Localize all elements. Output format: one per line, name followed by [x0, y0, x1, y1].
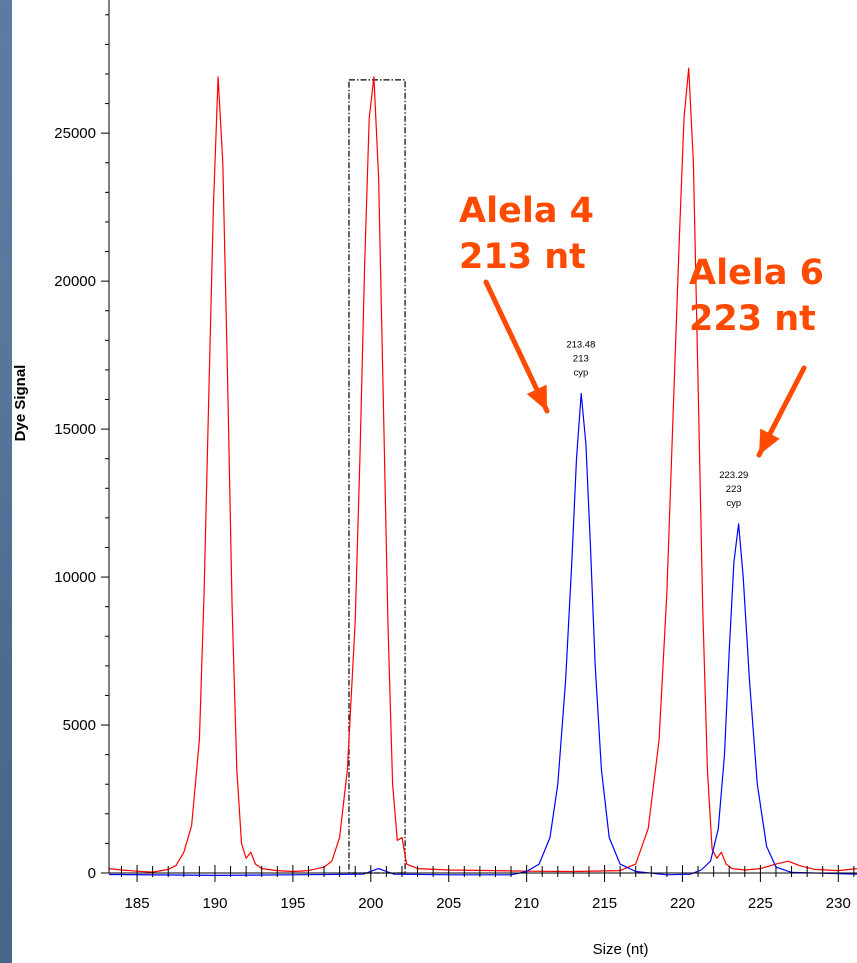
x-tick-label-195: 195 [280, 895, 305, 912]
chart-canvas: 0 5000 10000 15000 20000 25000 185 190 195 200 205… [12, 0, 857, 958]
x-tick-label-205: 205 [436, 895, 461, 912]
peak-label-2-line-1: 223.29 [719, 470, 748, 481]
x-tick-label-230: 230 [826, 895, 851, 912]
peak-label-1-line-2: 213 [573, 354, 589, 365]
y-tick-label-0: 0 [88, 865, 96, 882]
peak-label-2-line-3: cyp [726, 498, 741, 509]
x-axis-title: Size (nt) [593, 941, 649, 958]
y-tick-label-25000: 25000 [54, 125, 96, 142]
x-tick-label-215: 215 [592, 895, 617, 912]
x-tick-label-200: 200 [358, 895, 383, 912]
peak-label-2-line-2: 223 [726, 484, 742, 495]
y-axis-title: Dye Signal [12, 365, 29, 442]
annotation-allele-6-line-1: Alela 6 [689, 253, 824, 293]
series-layer [108, 67, 857, 877]
peak-label-1-line-1: 213.48 [566, 340, 595, 351]
y-tick-label-10000: 10000 [54, 569, 96, 586]
annotation-allele-4-line-1: Alela 4 [459, 191, 594, 231]
x-tick-label-210: 210 [514, 895, 539, 912]
selection-box-layer [348, 79, 406, 874]
x-tick-label-220: 220 [670, 895, 695, 912]
x-tick-label-225: 225 [748, 895, 773, 912]
x-tick-label-190: 190 [202, 895, 227, 912]
y-tick-label-5000: 5000 [63, 717, 96, 734]
arrow-allele-4-head [526, 384, 547, 411]
annotation-allele-4: Alela 4 213 nt [459, 188, 594, 280]
selection-box [348, 79, 406, 874]
annotation-allele-6: Alela 6 223 nt [689, 250, 824, 342]
arrow-allele-6-head [759, 428, 780, 455]
annotation-allele-4-line-2: 213 nt [459, 237, 586, 277]
x-tick-label-185: 185 [125, 895, 150, 912]
y-tick-label-15000: 15000 [54, 421, 96, 438]
axis-layer [108, 0, 857, 874]
chart-figure: 0 5000 10000 15000 20000 25000 185 190 195 200 205… [12, 0, 857, 963]
annotation-allele-6-line-2: 223 nt [689, 299, 816, 339]
series-line-blue [108, 393, 857, 877]
peak-label-1-line-3: cyp [573, 368, 588, 379]
y-tick-label-20000: 20000 [54, 273, 96, 290]
tick-layer: 0 5000 10000 15000 20000 25000 185 190 195 200 205… [54, 14, 855, 912]
arrow-layer [483, 279, 807, 458]
peak-label-layer: 213.48 213 cyp 223.29 223 cyp [566, 340, 748, 509]
